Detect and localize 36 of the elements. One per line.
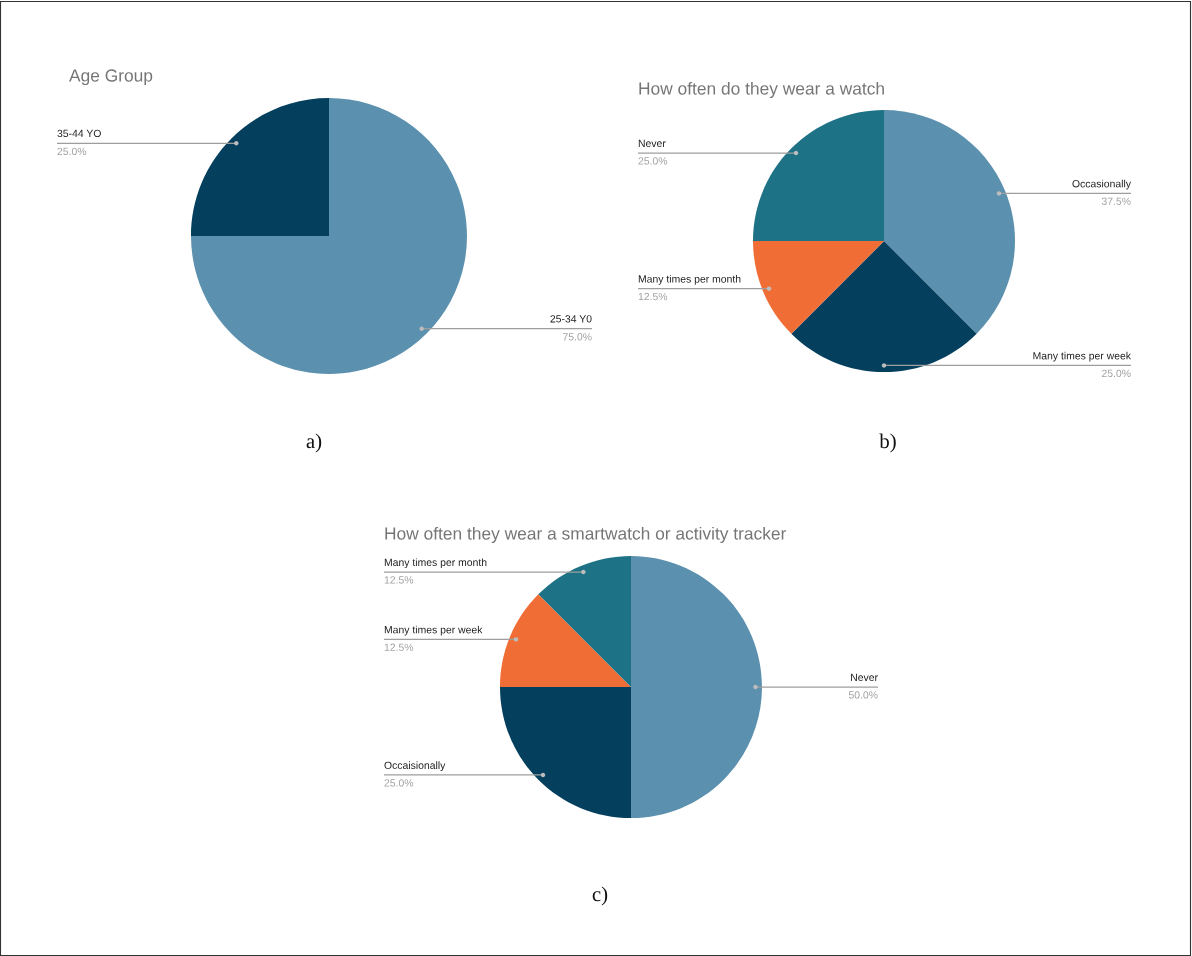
data-label: 25.0% (1101, 369, 1131, 378)
pie-slice (791, 241, 977, 372)
data-label: 25.0% (638, 157, 668, 165)
slice-label: Many times per week (384, 625, 483, 636)
data-label: 25.0% (384, 779, 414, 787)
pie-slice (500, 594, 631, 687)
pie-slice (191, 98, 467, 374)
slice-label: 25-34 Y0 (550, 315, 592, 323)
text: b) (879, 433, 896, 453)
pie-slice (753, 241, 884, 334)
slice-label: Occasionally (1072, 179, 1131, 190)
pie-slice (631, 556, 762, 818)
data-label: 12.5% (384, 643, 414, 651)
slice-label: Many times per week (1033, 351, 1132, 362)
data-label: 37.5% (1101, 197, 1131, 205)
text: c) (592, 886, 608, 906)
pie-slice (500, 687, 631, 818)
pie-slice (884, 110, 1015, 334)
chart-title: How often do they wear a watch (639, 81, 884, 99)
text: a) (306, 433, 322, 453)
slice-label: 35-44 YO (57, 129, 101, 138)
pie-slice (191, 98, 329, 236)
slice-label: Occaisionally (384, 761, 446, 772)
data-label: 75.0% (563, 333, 592, 341)
slice-label: Many times per month (638, 274, 741, 285)
slice-label: Many times per month (384, 558, 487, 569)
data-label: 12.5% (638, 292, 668, 301)
chart-title: Age Group (69, 69, 153, 86)
data-label: 25.0% (57, 147, 87, 156)
data-label: 50.0% (848, 691, 878, 699)
data-label: 12.5% (384, 576, 414, 584)
slice-label: Never (851, 673, 878, 682)
pie-slice (753, 110, 884, 241)
pie-slice (538, 556, 631, 687)
slice-label: Never (638, 139, 666, 148)
chart-title: How often they wear a smartwatch or activity tracker (385, 526, 787, 544)
